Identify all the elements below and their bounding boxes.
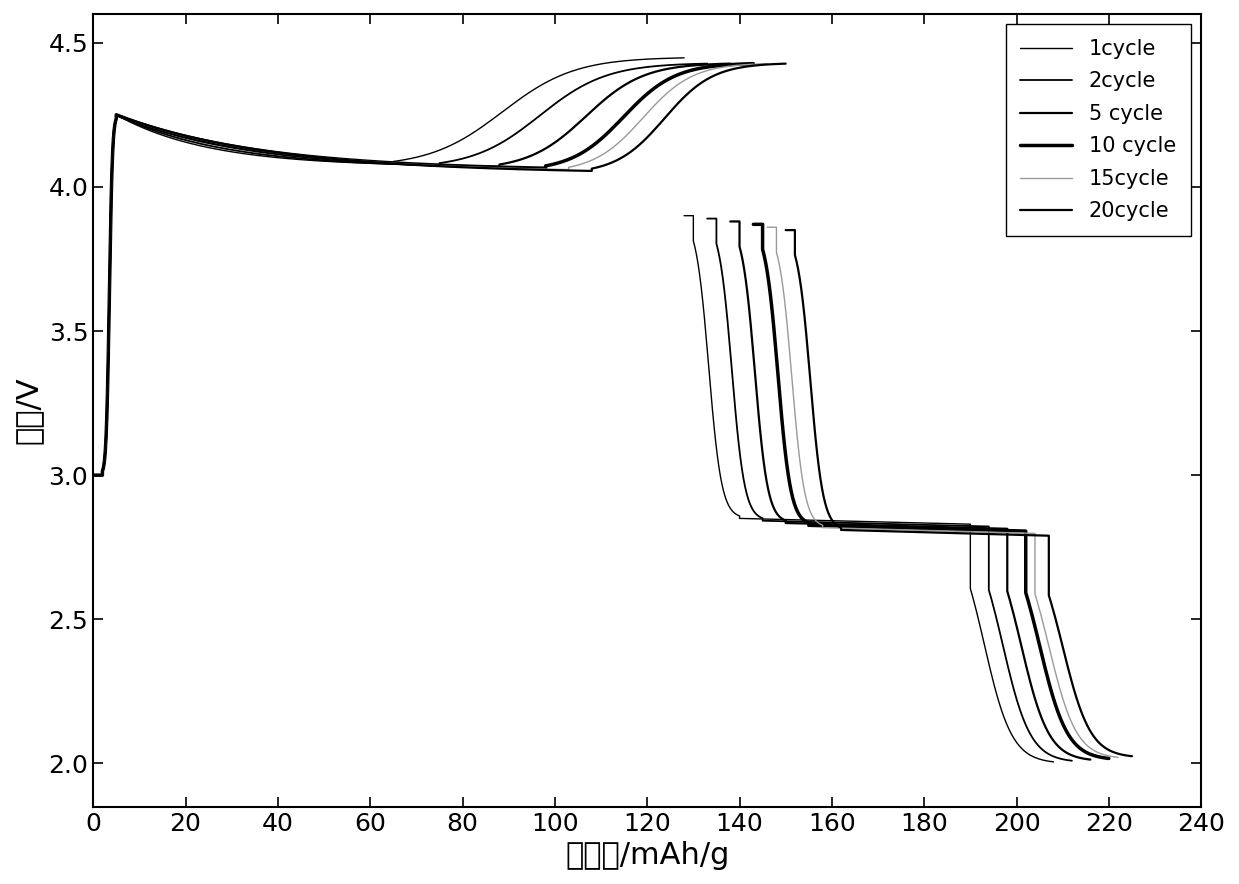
10 cycle: [746, 58, 761, 69]
20cycle: [284, 149, 299, 159]
1cycle: [109, 113, 124, 124]
2cycle: [432, 158, 447, 169]
5 cycle: [109, 113, 124, 124]
1cycle: [385, 156, 400, 167]
20cycle: [452, 162, 467, 172]
10 cycle: [695, 63, 710, 73]
X-axis label: 比容量/mAh/g: 比容量/mAh/g: [565, 841, 730, 870]
10 cycle: [419, 159, 434, 170]
2cycle: [100, 351, 115, 362]
1cycle: [606, 57, 621, 67]
5 cycle: [249, 146, 264, 156]
10 cycle: [85, 470, 100, 481]
2cycle: [700, 58, 715, 69]
5 cycle: [492, 159, 507, 170]
10 cycle: [266, 147, 281, 157]
Line: 10 cycle: 10 cycle: [93, 64, 753, 476]
Line: 5 cycle: 5 cycle: [93, 64, 730, 476]
1cycle: [100, 351, 115, 362]
20cycle: [731, 63, 746, 73]
15cycle: [109, 113, 124, 124]
5 cycle: [85, 470, 100, 481]
Line: 2cycle: 2cycle: [93, 64, 707, 476]
2cycle: [228, 145, 243, 156]
5 cycle: [100, 351, 115, 362]
2cycle: [109, 113, 124, 124]
2cycle: [342, 156, 357, 167]
15cycle: [561, 162, 576, 172]
1cycle: [309, 156, 323, 166]
20cycle: [585, 164, 600, 174]
5 cycle: [667, 63, 681, 73]
15cycle: [85, 470, 100, 481]
Line: 20cycle: 20cycle: [93, 64, 786, 476]
15cycle: [275, 148, 290, 158]
20cycle: [109, 113, 124, 124]
Line: 1cycle: 1cycle: [93, 57, 684, 476]
20cycle: [100, 351, 115, 362]
1cycle: [211, 144, 225, 155]
Line: 15cycle: 15cycle: [93, 64, 767, 476]
15cycle: [760, 58, 774, 69]
2cycle: [85, 470, 100, 481]
15cycle: [100, 351, 115, 362]
Y-axis label: 电压/V: 电压/V: [14, 377, 43, 444]
1cycle: [85, 470, 100, 481]
15cycle: [711, 63, 726, 73]
Legend: 1cycle, 2cycle, 5 cycle, 10 cycle, 15cycle, 20cycle: 1cycle, 2cycle, 5 cycle, 10 cycle, 15cyc…: [1006, 24, 1191, 236]
5 cycle: [385, 158, 400, 169]
10 cycle: [109, 113, 124, 124]
20cycle: [778, 58, 793, 69]
5 cycle: [722, 58, 737, 69]
1cycle: [676, 52, 691, 63]
10 cycle: [100, 351, 115, 362]
10 cycle: [538, 161, 553, 171]
2cycle: [634, 63, 649, 73]
15cycle: [435, 161, 450, 171]
20cycle: [85, 470, 100, 481]
